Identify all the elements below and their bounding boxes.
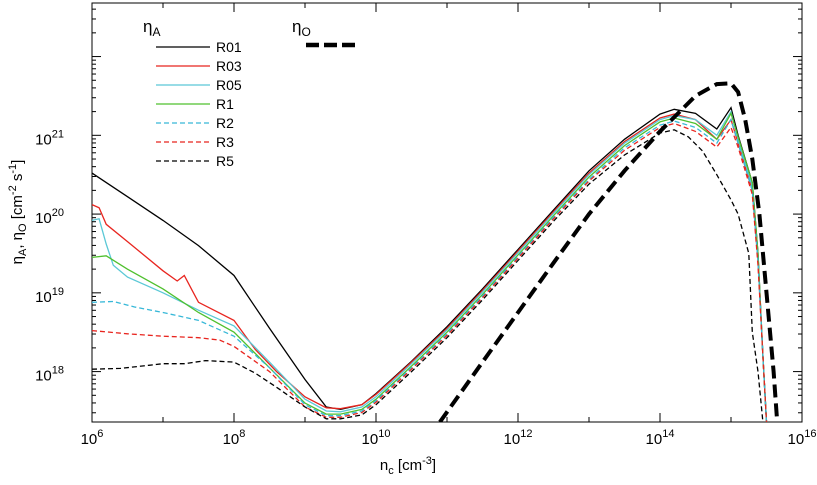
series-line-eta-o [438,81,780,422]
y-tick-label: 1020 [35,207,64,227]
legend-eta-a-title: ηA [143,17,160,39]
legend-eta-a: ηA R01 R03 R05 R1 R2 R3 R5 [143,17,242,169]
legend-label-r5: R5 [216,153,234,169]
legend-eta-o: ηO [292,17,356,48]
x-tick-label: 1014 [646,428,675,448]
series-line-r03 [92,113,768,422]
series-line-r5 [92,129,764,422]
series-line-r01 [92,106,768,422]
legend-label-r05: R05 [216,77,242,93]
x-tick-label: 1012 [504,428,533,448]
x-axis-title: nc [cm-3] [380,455,436,477]
x-tick-label: 1016 [788,428,817,448]
x-tick-label: 1010 [362,428,391,448]
y-tick-label: 1019 [35,286,64,306]
legend-label-r03: R03 [216,58,242,74]
axis-tick-labels: 106 108 1010 1012 1014 1016 1018 1019 1020 1021 [35,128,816,448]
series-line-r05 [92,110,768,422]
y-axis-title: ηA, ηO [cm-2 s-1] [7,160,29,265]
y-tick-label: 1021 [35,128,64,148]
legend-label-r2: R2 [216,115,234,131]
x-tick-label: 106 [81,428,104,448]
legend-label-r1: R1 [216,96,234,112]
series-line-r3 [92,122,768,422]
series-line-r2 [92,118,768,422]
axis-ticks [91,3,803,422]
y-tick-label: 1018 [35,365,64,385]
series-layer [92,81,780,422]
series-line-r1 [92,111,768,422]
legend-label-r3: R3 [216,134,234,150]
x-tick-label: 108 [223,428,246,448]
legend-label-r01: R01 [216,39,242,55]
legend-eta-o-title: ηO [292,17,311,39]
